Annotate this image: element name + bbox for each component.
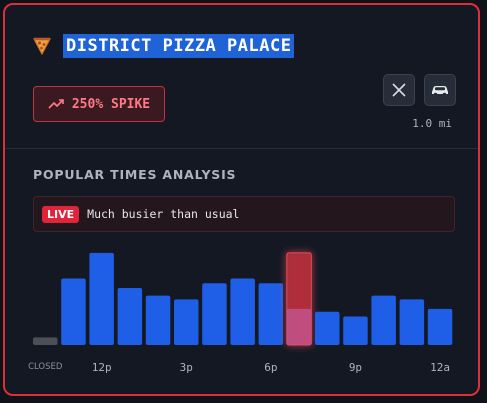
chart-bar-live[interactable]: [286, 252, 312, 346]
spike-badge: 250% SPIKE: [33, 86, 165, 122]
car-icon: [432, 86, 448, 97]
chart-bar-5p[interactable]: [230, 278, 255, 346]
x-logo-icon: [392, 83, 406, 97]
x-tick-label: 12a: [430, 361, 450, 374]
chart-bar-8p[interactable]: [315, 311, 340, 345]
x-tick-label: 12p: [91, 361, 112, 374]
x-tick-label: 9p: [348, 361, 363, 374]
chart-bar-4p[interactable]: [202, 283, 227, 345]
place-card: DISTRICT PIZZA PALACE 250% SPIKE 1.0 mi …: [3, 3, 480, 396]
card-header: DISTRICT PIZZA PALACE 250% SPIKE 1.0 mi: [5, 5, 478, 149]
spike-label: 250% SPIKE: [71, 96, 151, 112]
chart-bar-6p[interactable]: [258, 283, 284, 345]
live-badge: LIVE: [42, 205, 80, 223]
chart-bar-12a[interactable]: [427, 308, 453, 345]
live-status-bar: LIVE Much busier than usual: [33, 196, 455, 232]
x-tick-label: CLOSED: [28, 362, 63, 372]
chart-bar-2p[interactable]: [145, 295, 171, 345]
x-tick-label: 3p: [179, 361, 193, 374]
business-name: DISTRICT PIZZA PALACE: [63, 34, 295, 58]
share-x-button[interactable]: [383, 74, 415, 106]
trending-up-icon: [48, 99, 64, 109]
section-title: POPULAR TIMES ANALYSIS: [33, 167, 237, 182]
title-row: DISTRICT PIZZA PALACE: [33, 34, 295, 58]
popular-times-chart: [33, 252, 453, 346]
chart-bar-3p[interactable]: [174, 299, 199, 345]
x-tick-label: 6p: [264, 361, 278, 374]
pizza-icon: [33, 37, 51, 55]
chart-bar-9p[interactable]: [343, 316, 368, 346]
live-message: Much busier than usual: [87, 207, 240, 221]
distance-label: 1.0 mi: [412, 117, 452, 130]
chart-bar-11p[interactable]: [399, 299, 425, 345]
chart-bar-11a[interactable]: [61, 278, 86, 346]
chart-bar-closed[interactable]: [33, 337, 58, 345]
chart-bar-10p[interactable]: [371, 295, 396, 345]
directions-button[interactable]: [424, 74, 456, 106]
chart-bar-12p[interactable]: [89, 252, 114, 345]
chart-bar-1p[interactable]: [117, 288, 143, 345]
